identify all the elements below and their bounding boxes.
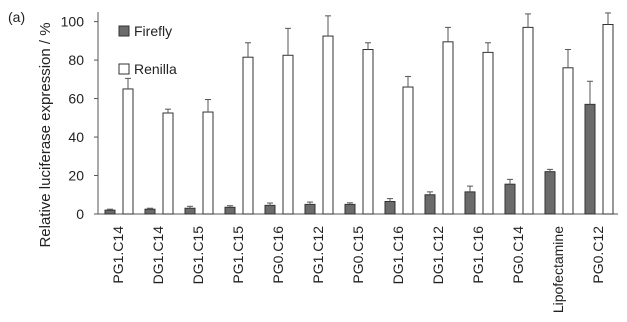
bar-renilla-lipofectamine xyxy=(562,67,574,215)
bar-firefly-pg1-c16 xyxy=(464,191,476,215)
x-tick-label: PG0.C16 xyxy=(270,226,286,284)
legend-swatch-renilla xyxy=(118,63,130,75)
panel-label: (a) xyxy=(8,9,25,25)
x-tick-label: PG0.C14 xyxy=(510,226,526,284)
bar-renilla-pg0-c16 xyxy=(282,54,294,215)
bar-firefly-pg0-c16 xyxy=(264,204,276,215)
x-tick-label: DG1.C12 xyxy=(430,226,446,285)
legend-label-renilla: Renilla xyxy=(134,61,177,77)
x-tick-label: PG1.C15 xyxy=(230,226,246,284)
y-axis-label: Relative luciferase expression / % xyxy=(37,22,54,247)
legend-swatch-firefly xyxy=(118,25,130,37)
bar-firefly-dg1-c16 xyxy=(384,200,396,215)
bar-firefly-lipofectamine xyxy=(544,171,556,215)
y-tick-label: 60 xyxy=(68,91,84,107)
bar-renilla-pg1-c15 xyxy=(242,56,254,215)
bars xyxy=(104,12,614,215)
x-tick-label: PG1.C12 xyxy=(310,226,326,284)
bar-renilla-dg1-c14 xyxy=(162,112,174,215)
bar-firefly-pg0-c12 xyxy=(584,103,596,215)
y-tick-label: 80 xyxy=(68,52,84,68)
x-tick-label: Lipofectamine xyxy=(550,226,566,313)
x-tick-label: DG1.C14 xyxy=(150,226,166,285)
legend: Firefly Renilla xyxy=(118,23,177,77)
y-tick-label: 100 xyxy=(61,14,85,30)
bar-renilla-dg1-c15 xyxy=(202,111,214,215)
bar-renilla-pg1-c14 xyxy=(122,88,134,215)
y-tick-label: 20 xyxy=(68,168,84,184)
x-tick-label: PG0.C15 xyxy=(350,226,366,284)
x-tick-label: PG1.C16 xyxy=(470,226,486,284)
bar-firefly-pg1-c14 xyxy=(104,209,116,215)
x-tick-label: PG0.C12 xyxy=(590,226,606,284)
bar-renilla-pg0-c15 xyxy=(362,49,374,215)
y-axis-ticks: 0 20 40 60 80 100 xyxy=(61,14,98,222)
bar-firefly-dg1-c15 xyxy=(184,207,196,215)
bar-renilla-pg0-c14 xyxy=(522,26,534,215)
x-tick-label: DG1.C15 xyxy=(190,226,206,285)
x-tick-label: PG1.C14 xyxy=(110,226,126,284)
bar-firefly-pg1-c15 xyxy=(224,206,236,215)
legend-label-firefly: Firefly xyxy=(134,23,172,39)
x-tick-label: DG1.C16 xyxy=(390,226,406,285)
bar-renilla-pg1-c16 xyxy=(482,51,494,215)
x-axis-tick-labels: PG1.C14 DG1.C14 DG1.C15 PG1.C15 PG0.C16 PG1.C… xyxy=(110,226,606,313)
bar-firefly-dg1-c14 xyxy=(144,208,156,215)
bar-renilla-pg0-c12 xyxy=(602,24,614,215)
bar-firefly-pg0-c14 xyxy=(504,183,516,215)
y-tick-label: 0 xyxy=(76,206,84,222)
bar-renilla-dg1-c12 xyxy=(442,41,454,215)
bar-firefly-dg1-c12 xyxy=(424,194,436,215)
bar-renilla-dg1-c16 xyxy=(402,86,414,215)
bar-firefly-pg0-c15 xyxy=(344,203,356,215)
y-tick-label: 40 xyxy=(68,129,84,145)
bar-renilla-pg1-c12 xyxy=(322,35,334,215)
bar-firefly-pg1-c12 xyxy=(304,203,316,215)
